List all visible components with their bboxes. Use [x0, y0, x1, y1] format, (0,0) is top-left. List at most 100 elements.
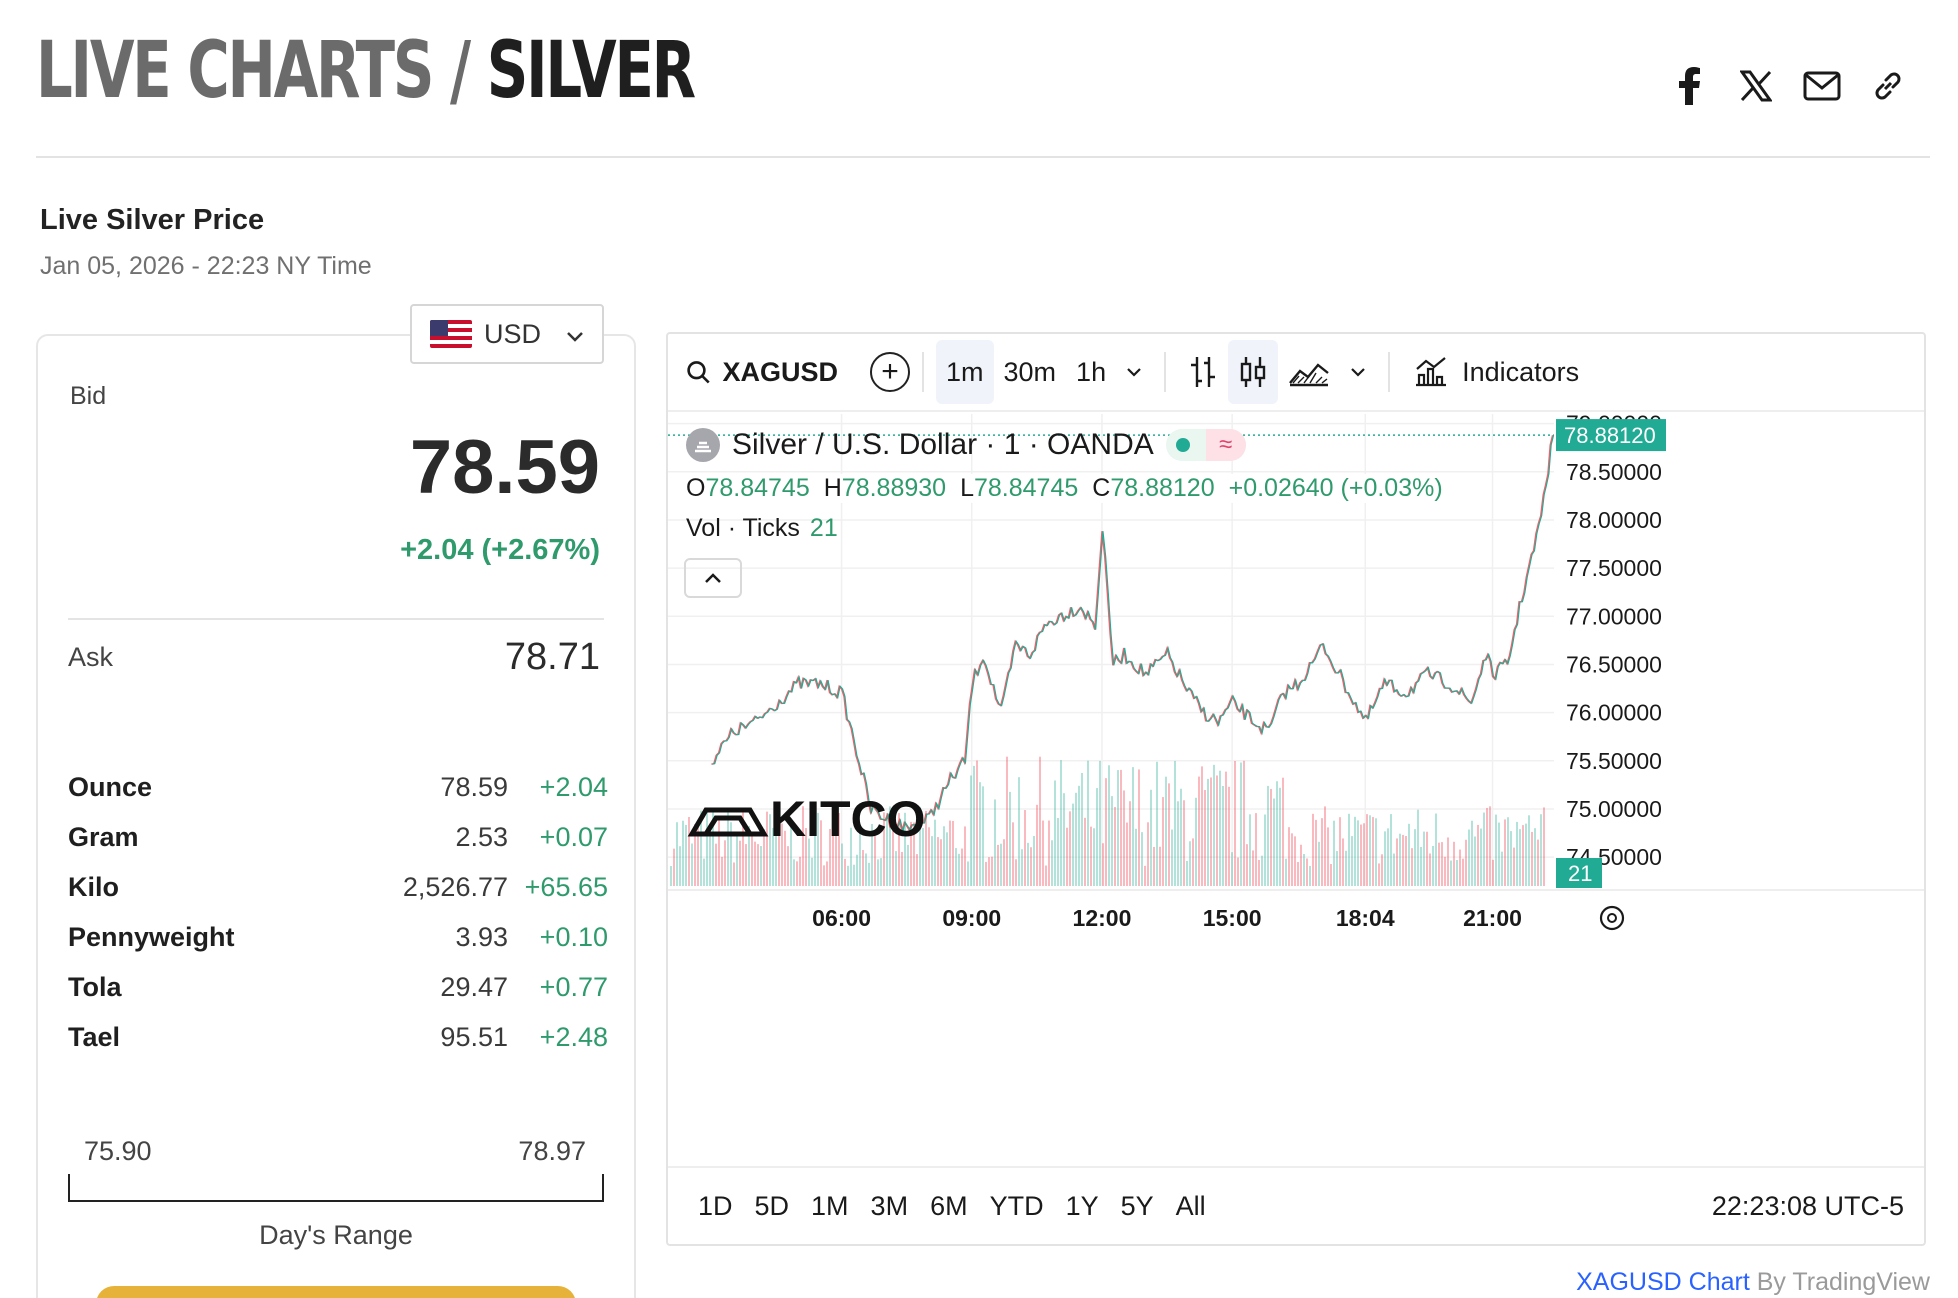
range-5y[interactable]: 5Y [1120, 1190, 1154, 1221]
volume-bar [727, 809, 729, 886]
volume-bar [709, 827, 711, 886]
volume-bar [1168, 783, 1170, 886]
y-tick-label: 78.00000 [1566, 507, 1662, 533]
volume-bar [1141, 832, 1143, 886]
us-flag-icon [430, 320, 472, 348]
chart-clock[interactable]: 22:23:08 UTC-5 [1711, 1190, 1904, 1221]
last-price-badge [1556, 419, 1666, 452]
volume-bar [1486, 807, 1488, 886]
candle-chart-type-icon[interactable] [1228, 340, 1279, 404]
buy-button[interactable] [96, 1286, 576, 1298]
volume-bar [1303, 853, 1305, 886]
days-range-bar [68, 1174, 604, 1202]
xagusd-chart-link[interactable]: XAGUSD Chart [1576, 1268, 1750, 1296]
volume-bar [973, 765, 975, 886]
page-title-metal: SILVER [486, 26, 696, 116]
y-tick-label: 77.50000 [1566, 555, 1662, 581]
volume-bar [808, 838, 810, 886]
volume-bar [1516, 821, 1518, 886]
volume-bar [1228, 786, 1230, 886]
volume-bar [970, 775, 972, 886]
volume-bar [1123, 790, 1125, 886]
volume-bar [1513, 847, 1515, 886]
volume-bar [748, 826, 750, 886]
volume-bar [937, 837, 939, 886]
volume-bar [859, 832, 861, 886]
symbol-search[interactable]: XAGUSD [668, 357, 838, 388]
interval-chevron-down-icon[interactable] [1116, 340, 1152, 404]
collapse-legend-button[interactable] [684, 558, 742, 598]
range-5d[interactable]: 5D [754, 1190, 790, 1221]
currency-select[interactable]: USD [410, 304, 604, 364]
price-chart[interactable]: 79.0000078.5000078.0000077.5000077.00000… [668, 414, 1924, 1166]
volume-bar [1177, 801, 1179, 886]
volume-bar [820, 820, 822, 886]
volume-bar [730, 822, 732, 886]
chart-widget: XAGUSD + 1m 30m 1h Indicators 79.0000078… [666, 332, 1926, 1246]
volume-bar [1231, 852, 1233, 886]
link-icon[interactable] [1866, 64, 1910, 108]
volume-bar [1099, 760, 1101, 886]
range-1m[interactable]: 1M [811, 1190, 849, 1221]
volume-bar [928, 827, 930, 886]
volume-bar [1456, 860, 1458, 886]
volume-bar [1324, 806, 1326, 886]
volume-bar [1321, 818, 1323, 886]
facebook-icon[interactable] [1668, 64, 1712, 108]
chart-type-chevron-down-icon[interactable] [1340, 340, 1376, 404]
volume-bar [883, 812, 885, 886]
volume-bar [1270, 788, 1272, 886]
volume-bar [1426, 831, 1428, 886]
chart-range-bar: 1D 5D 1M 3M 6M YTD 1Y 5Y All 22:23:08 UT… [668, 1166, 1924, 1244]
volume-bar [706, 810, 708, 886]
volume-bar [961, 848, 963, 886]
range-3m[interactable]: 3M [870, 1190, 909, 1221]
volume-bar [1204, 790, 1206, 886]
volume-bar [964, 826, 966, 886]
interval-1m[interactable]: 1m [936, 340, 994, 404]
price-card [36, 334, 636, 1298]
interval-1h[interactable]: 1h [1076, 356, 1107, 387]
unit-change: +0.77 [539, 971, 608, 1002]
indicators-button[interactable]: Indicators [1402, 357, 1579, 388]
compare-add-icon[interactable]: + [870, 352, 910, 392]
volume-bar [1213, 764, 1215, 886]
unit-change: +2.48 [539, 1021, 608, 1052]
volume-bar [802, 806, 804, 886]
volume-bar [733, 862, 735, 886]
market-status-badge[interactable]: ≈ [1165, 429, 1246, 461]
volume-bar [1003, 839, 1005, 886]
range-ytd[interactable]: YTD [989, 1190, 1044, 1221]
volume-bar [1474, 836, 1476, 886]
volume-bar [1387, 828, 1389, 886]
volume-bar [1279, 787, 1281, 886]
interval-30m[interactable]: 30m [1003, 356, 1057, 387]
volume-bar [736, 832, 738, 886]
volume-bar [1255, 813, 1257, 886]
x-tick-label: 09:00 [942, 905, 1001, 931]
range-1d[interactable]: 1D [698, 1190, 733, 1221]
volume-bar [1453, 841, 1455, 886]
unit-row-ounce: Ounce 78.59 +2.04 [68, 762, 608, 812]
email-icon[interactable] [1800, 64, 1844, 108]
volume-bar [886, 813, 888, 886]
bar-chart-type-icon[interactable] [1178, 340, 1228, 404]
volume-bar [877, 859, 879, 886]
volume-bar [760, 846, 762, 886]
volume-bar [1408, 823, 1410, 886]
x-icon[interactable] [1734, 64, 1778, 108]
volume-bar [817, 812, 819, 886]
volume-bar [1033, 836, 1035, 886]
volume-bar [865, 853, 867, 886]
range-1y[interactable]: 1Y [1065, 1190, 1099, 1221]
volume-bar [907, 844, 909, 886]
unit-price: 3.93 [455, 921, 508, 952]
area-chart-type-icon[interactable] [1278, 340, 1340, 404]
volume-value: 21 [809, 514, 838, 542]
range-6m[interactable]: 6M [930, 1190, 968, 1221]
volume-bar [1216, 775, 1218, 886]
volume-bar [1288, 827, 1290, 886]
range-all[interactable]: All [1175, 1190, 1206, 1221]
volume-bar [1150, 789, 1152, 886]
volume-bar [1243, 760, 1245, 886]
